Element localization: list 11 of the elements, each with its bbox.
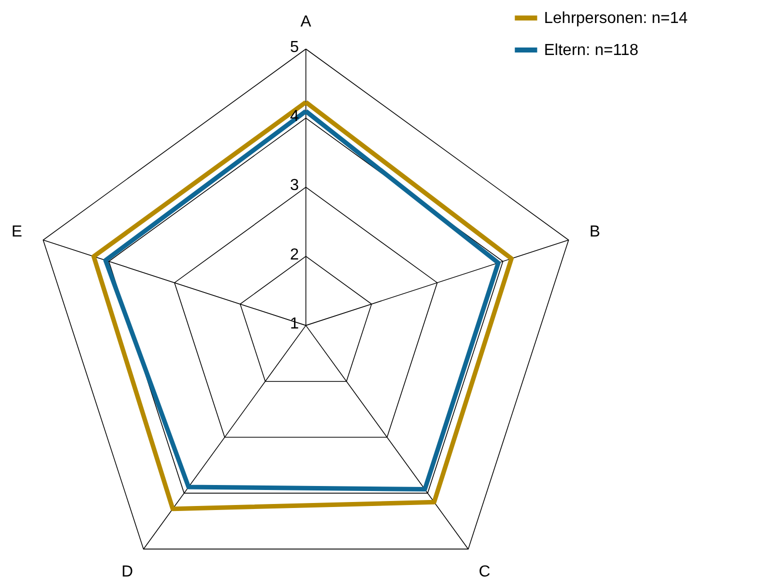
y-tick-label: 4 [290,108,299,126]
y-tick-label: 5 [290,38,299,56]
legend-label: Lehrpersonen: n=14 [544,10,688,27]
legend-label: Eltern: n=118 [544,42,639,59]
spoke-label: A [300,13,312,30]
spoke-label: E [12,223,22,240]
spoke-label: B [590,223,600,240]
spoke-label: D [121,563,134,580]
y-tick-label: 3 [290,177,299,194]
spoke-label: C [478,563,490,580]
y-tick-label: 2 [290,246,299,264]
